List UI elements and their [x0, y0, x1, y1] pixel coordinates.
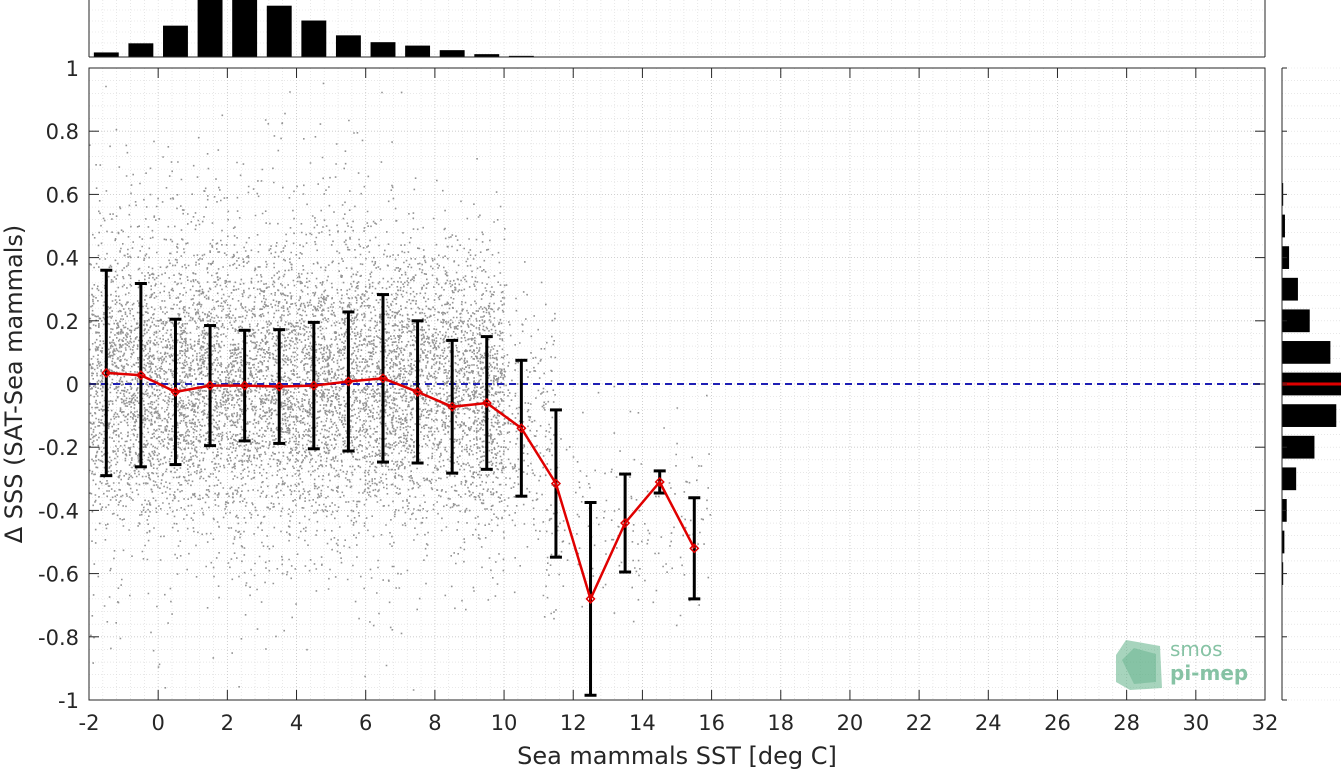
y-tick-label: 0.6: [46, 183, 79, 207]
x-tick-label: 2: [221, 711, 234, 735]
logo-text-smos: smos: [1170, 637, 1223, 661]
y-tick-label: 0.2: [46, 310, 79, 334]
mean-marker: [585, 593, 596, 604]
x-tick-label: 18: [767, 711, 794, 735]
right-hist-bar: [1282, 214, 1285, 238]
x-tick-label: 8: [428, 711, 441, 735]
right-hist-bar: [1282, 309, 1310, 333]
right-hist-bar: [1282, 467, 1297, 491]
x-tick-label: 26: [1044, 711, 1071, 735]
x-tick-label: 24: [975, 711, 1002, 735]
mean-marker: [516, 423, 527, 434]
top-hist-bar: [232, 0, 258, 57]
x-tick-label: 16: [698, 711, 725, 735]
top-hist-bar: [508, 55, 534, 57]
mean-marker: [377, 373, 389, 384]
mean-marker: [308, 380, 319, 391]
top-hist-bar: [163, 25, 188, 57]
x-tick-label: 20: [837, 711, 864, 735]
axis-ticks: [88, 67, 1266, 701]
y-tick-label: 1: [66, 57, 79, 81]
mean-marker: [101, 367, 112, 379]
y-tick-label: 0.8: [46, 120, 79, 144]
mean-marker: [447, 401, 458, 412]
mean-marker: [274, 381, 285, 392]
smos-pi-mep-logo: smos pi-mep: [1116, 637, 1248, 690]
logo-mark-inner: [1122, 648, 1156, 684]
y-tick-label: -0.4: [38, 499, 79, 523]
top-hist-bar: [439, 50, 465, 57]
y-tick-labels: 1 0.8 0.6 0.4 0.2 0 -0.2 -0.4 -0.6 -0.8 -1: [38, 57, 79, 713]
mean-marker: [135, 370, 146, 381]
y-tick-label: 0: [66, 373, 79, 397]
x-tick-label: 28: [1113, 711, 1140, 735]
right-hist-bar: [1282, 277, 1298, 301]
right-hist-bar: [1282, 341, 1331, 364]
top-hist-bar: [335, 35, 361, 57]
x-tick-label: 14: [629, 711, 656, 735]
x-tick-label: 0: [151, 711, 164, 735]
y-axis-label: Δ SSS (SAT-Sea mammals): [0, 225, 28, 544]
right-hist-bar: [1282, 404, 1337, 427]
mean-marker: [550, 478, 562, 489]
top-hist-bar: [405, 45, 431, 57]
binned-mean-markers: [101, 367, 700, 604]
top-histogram: [88, 0, 1266, 58]
x-tick-label: -2: [79, 711, 100, 735]
top-hist-bar: [370, 42, 396, 57]
y-tick-label: -1: [58, 689, 79, 713]
y-tick-label: -0.6: [38, 563, 79, 587]
top-hist-bar: [266, 5, 292, 57]
x-tick-label: 6: [359, 711, 372, 735]
mean-marker: [239, 380, 250, 391]
mean-marker: [620, 517, 631, 529]
logo-mark: [1116, 640, 1162, 690]
top-hist-bar: [93, 52, 119, 57]
x-tick-label: 22: [906, 711, 933, 735]
right-hist-bar: [1282, 530, 1285, 554]
x-tick-label: 32: [1252, 711, 1279, 735]
logo-text-pi-mep: pi-mep: [1170, 661, 1248, 685]
right-histogram: [1281, 67, 1341, 701]
mean-marker: [170, 386, 181, 397]
mean-marker: [412, 386, 423, 397]
x-tick-label: 30: [1182, 711, 1209, 735]
y-tick-label: -0.8: [38, 626, 79, 650]
main-plot-area: smos pi-mep: [88, 67, 1266, 701]
x-tick-labels: -2 0 2 4 6 8 10 12 14 16 18 20 22 24 26 28 30 32: [79, 711, 1279, 735]
right-hist-bar: [1282, 435, 1315, 459]
mean-marker: [204, 380, 216, 391]
x-tick-label: 12: [560, 711, 587, 735]
mean-marker: [654, 476, 665, 488]
x-axis-label: Sea mammals SST [deg C]: [517, 742, 837, 770]
top-hist-bar: [301, 20, 327, 57]
top-hist-bar: [128, 43, 154, 57]
mean-marker: [481, 397, 492, 409]
x-tick-label: 4: [290, 711, 303, 735]
mean-marker: [343, 376, 354, 387]
y-tick-label: 0.4: [46, 247, 79, 271]
binned-mean-line: [106, 371, 696, 603]
y-tick-label: -0.2: [38, 436, 79, 460]
x-tick-label: 10: [491, 711, 518, 735]
top-hist-bar: [474, 54, 500, 57]
top-hist-bar: [197, 0, 223, 57]
mean-marker: [689, 543, 700, 554]
